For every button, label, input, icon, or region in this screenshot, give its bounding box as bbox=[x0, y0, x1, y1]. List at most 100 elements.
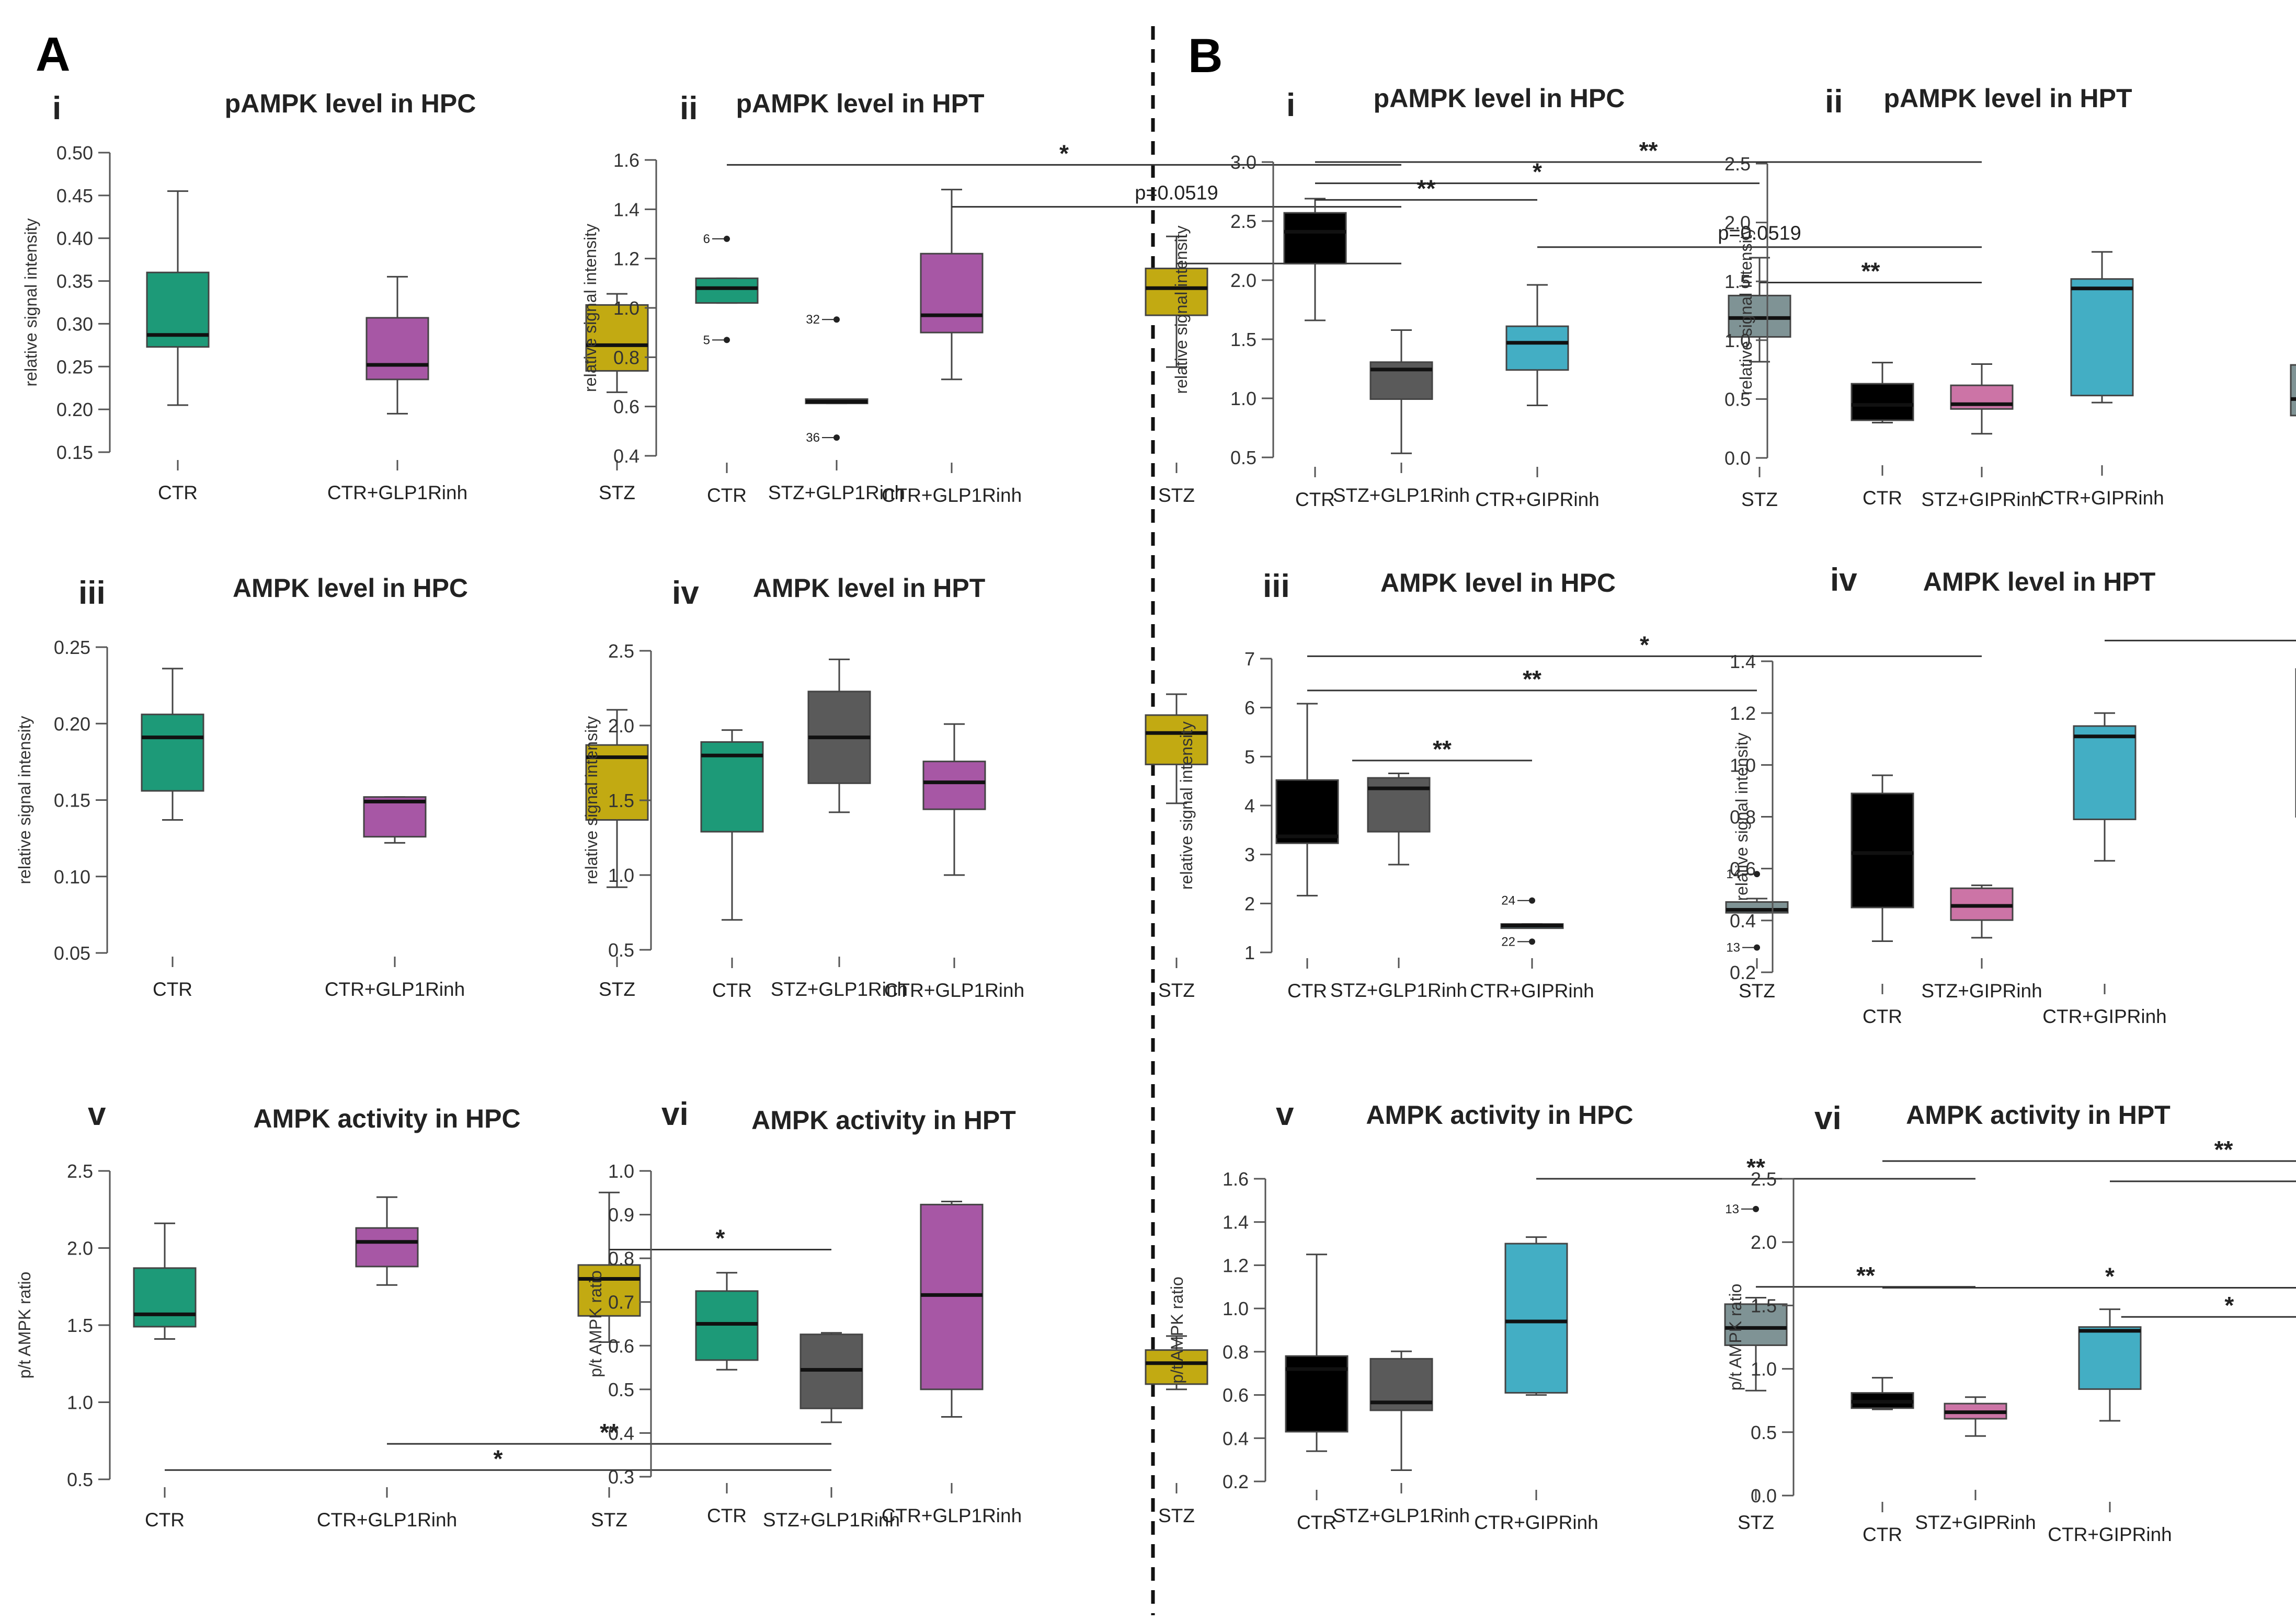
panel-numeral: iv bbox=[672, 575, 699, 611]
box-plot-group bbox=[922, 723, 986, 876]
x-category-label: CTR bbox=[145, 1509, 185, 1531]
box-iqr bbox=[365, 317, 429, 381]
x-category-label: CTR+GLP1Rinh bbox=[882, 1505, 1022, 1526]
panel-numeral: v bbox=[88, 1096, 106, 1132]
y-tick-label: 2.5 bbox=[1724, 153, 1751, 175]
x-category-label: STZ+GLP1Rinh bbox=[763, 1509, 900, 1531]
box-iqr bbox=[2290, 364, 2296, 417]
y-tick-label: 0.5 bbox=[608, 1379, 634, 1400]
box-plot-group bbox=[141, 668, 204, 821]
box-iqr bbox=[1367, 777, 1431, 833]
box-plot-group bbox=[2070, 251, 2134, 404]
box-plot-group bbox=[577, 1191, 641, 1343]
significance-label: ** bbox=[1746, 1154, 1765, 1181]
box-plot-group bbox=[1724, 1296, 1788, 1392]
y-axis-label: relative signal intensity bbox=[1177, 721, 1196, 890]
chart-title: AMPK level in HPT bbox=[1923, 567, 2156, 596]
y-tick-label: 0.6 bbox=[608, 1335, 634, 1356]
box-plot-group bbox=[365, 275, 429, 415]
box-iqr bbox=[2070, 278, 2134, 397]
box-plot-group bbox=[2290, 364, 2296, 417]
y-tick-label: 0.4 bbox=[613, 445, 639, 467]
chart-panel: iii AMPK level in HPC 0.05 0.10 0.15 0.20 0.25… bbox=[15, 573, 908, 1000]
chart-panel: v AMPK activity in HPC 0.2 0.4 0.6 0.8 1.0 1.2 1… bbox=[1168, 1096, 2036, 1533]
chart-title: AMPK level in HPC bbox=[1380, 568, 1616, 597]
significance-label: * bbox=[1059, 140, 1069, 167]
box-iqr bbox=[920, 1203, 984, 1390]
significance-label: ** bbox=[1417, 175, 1436, 202]
x-category-label: CTR bbox=[153, 979, 192, 1000]
chart-panel: iv AMPK level in HPT 0.2 0.4 0.6 0.8 1.0 1.2 1.4… bbox=[1730, 562, 2296, 1027]
x-category-label: CTR+GLP1Rinh bbox=[882, 485, 1022, 506]
box-plot-group bbox=[1145, 235, 1208, 368]
y-tick-label: 5 bbox=[1244, 746, 1255, 767]
box-iqr bbox=[1850, 792, 1914, 909]
box-iqr bbox=[922, 761, 986, 810]
y-tick-label: 1.0 bbox=[1223, 1298, 1249, 1319]
y-tick-label: 0.20 bbox=[56, 399, 93, 420]
outlier-label: 36 bbox=[806, 431, 820, 445]
x-category-label: STZ+GIPRinh bbox=[1915, 1512, 2036, 1533]
x-category-label: CTR bbox=[707, 485, 747, 506]
y-tick-label: 1.2 bbox=[1223, 1255, 1249, 1276]
y-tick-label: 0.25 bbox=[54, 637, 90, 658]
box-plot-group bbox=[695, 277, 759, 304]
x-category-label: CTR bbox=[1297, 1512, 1337, 1533]
chart-title: pAMPK level in HPT bbox=[736, 89, 984, 118]
x-category-label: CTR+GIPRinh bbox=[1475, 489, 1599, 510]
chart-panel: ii pAMPK level in HPT 0.4 0.6 0.8 1.0 1.2 1.4 1.… bbox=[581, 89, 1470, 506]
outlier-point bbox=[1754, 944, 1760, 951]
y-tick-label: 0.5 bbox=[1230, 447, 1256, 468]
outlier-label: 14 bbox=[1726, 867, 1740, 881]
y-tick-label: 2.5 bbox=[1230, 211, 1256, 232]
x-category-label: CTR bbox=[1863, 1524, 1902, 1545]
box-plot-group bbox=[1944, 1396, 2007, 1437]
box-plot-group bbox=[2073, 712, 2137, 862]
chart-title: pAMPK level in HPC bbox=[225, 89, 476, 118]
significance-label: ** bbox=[1861, 258, 1880, 285]
x-category-label: STZ+GIPRinh bbox=[1921, 980, 2042, 1002]
y-tick-label: 0.4 bbox=[1730, 910, 1756, 932]
y-tick-label: 3 bbox=[1244, 844, 1255, 866]
x-category-label: CTR bbox=[158, 482, 198, 503]
box-plot-group bbox=[920, 189, 984, 381]
y-tick-label: 2.0 bbox=[1751, 1232, 1777, 1253]
significance-label: ** bbox=[1433, 735, 1452, 763]
y-tick-label: 1.5 bbox=[1724, 271, 1751, 292]
y-tick-label: 2.0 bbox=[67, 1238, 93, 1259]
y-tick-label: 1.4 bbox=[613, 199, 639, 220]
chart-title: AMPK activity in HPC bbox=[253, 1104, 520, 1133]
box-iqr bbox=[363, 796, 427, 838]
y-axis-label: p/t AMPK ratio bbox=[15, 1272, 34, 1379]
significance-label: ** bbox=[600, 1419, 619, 1446]
box-plot-group bbox=[1283, 198, 1347, 321]
box-plot-group bbox=[1367, 773, 1431, 866]
significance-label: * bbox=[494, 1445, 503, 1472]
x-category-label: CTR bbox=[1863, 1006, 1902, 1027]
y-tick-label: 0.45 bbox=[56, 185, 93, 206]
y-tick-label: 0.6 bbox=[1730, 858, 1756, 880]
significance-label: p=0.0519 bbox=[1718, 223, 1801, 245]
panel-numeral: iii bbox=[1263, 568, 1290, 604]
chart-title: AMPK level in HPT bbox=[753, 573, 986, 603]
outlier-label: 22 bbox=[1501, 935, 1515, 949]
x-category-label: CTR+GLP1Rinh bbox=[327, 482, 467, 503]
x-category-label: STZ+GLP1Rinh bbox=[1330, 980, 1467, 1001]
y-tick-label: 1.0 bbox=[1724, 330, 1751, 351]
box-iqr bbox=[1145, 714, 1208, 765]
y-tick-label: 2.0 bbox=[1724, 212, 1751, 234]
y-tick-label: 1.6 bbox=[1223, 1168, 1249, 1190]
y-tick-label: 2.5 bbox=[608, 640, 634, 662]
y-tick-label: 1 bbox=[1244, 942, 1255, 963]
significance-label: * bbox=[2105, 1262, 2115, 1290]
outlier-label: 13 bbox=[1725, 1202, 1739, 1216]
y-tick-label: 0.5 bbox=[67, 1469, 93, 1490]
y-tick-label: 2.5 bbox=[1751, 1168, 1777, 1190]
box-plot-group bbox=[363, 796, 427, 844]
box-plot-group bbox=[920, 1201, 984, 1418]
x-category-label: CTR+GIPRinh bbox=[1474, 1512, 1598, 1533]
box-plot-group bbox=[1850, 1377, 1914, 1410]
panel-numeral: vi bbox=[1814, 1100, 1842, 1136]
significance-label: ** bbox=[1856, 1262, 1875, 1289]
box-iqr bbox=[920, 252, 984, 334]
